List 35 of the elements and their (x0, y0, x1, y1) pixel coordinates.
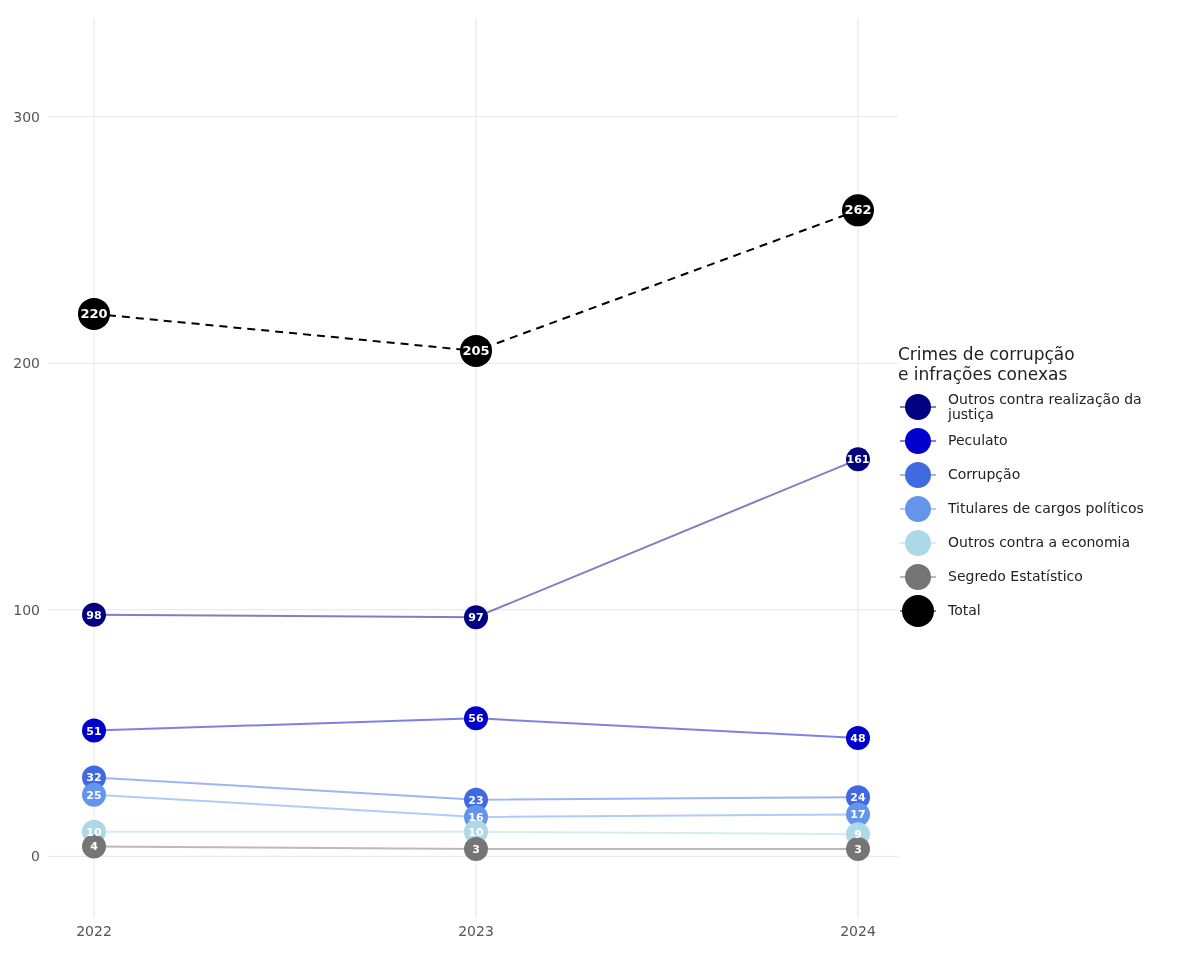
data-label: 10 (468, 825, 484, 839)
data-label: 3 (472, 842, 480, 856)
data-label: 4 (90, 840, 99, 854)
legend-label: Corrupção (948, 466, 1021, 482)
data-label: 32 (86, 771, 102, 785)
x-tick-label: 2023 (458, 922, 494, 939)
x-tick-label: 2022 (76, 922, 112, 939)
data-label: 51 (86, 724, 102, 738)
y-tick-label: 300 (13, 108, 40, 125)
data-label: 16 (468, 810, 484, 824)
legend-title: Crimes de corrupção e infrações conexas (898, 343, 1076, 384)
data-label: 97 (468, 611, 484, 625)
data-label: 205 (462, 342, 490, 358)
y-tick-label: 0 (31, 848, 40, 865)
data-label: 24 (850, 791, 866, 805)
data-label: 220 (80, 305, 108, 321)
data-label: 98 (86, 608, 102, 622)
legend-label: Segredo Estatístico (948, 568, 1083, 584)
data-label: 25 (86, 788, 102, 802)
legend-label: Peculato (948, 432, 1008, 448)
x-tick-label: 2024 (840, 922, 876, 939)
y-tick-label: 100 (13, 601, 40, 618)
legend-label: Total (948, 602, 981, 618)
data-label: 262 (844, 202, 872, 218)
data-label: 56 (468, 712, 484, 726)
point (464, 836, 488, 861)
y-tick-label: 200 (13, 355, 40, 372)
data-label: 23 (468, 793, 484, 807)
data-label: 17 (850, 808, 866, 822)
data-label: 161 (846, 453, 870, 467)
data-label: 3 (854, 842, 862, 856)
data-label: 48 (850, 732, 866, 745)
legend-label: Outros contra realização da justiça (948, 390, 1143, 422)
legend-label: Outros contra a economia (948, 534, 1130, 550)
legend-label: Titulares de cargos políticos (948, 500, 1144, 516)
